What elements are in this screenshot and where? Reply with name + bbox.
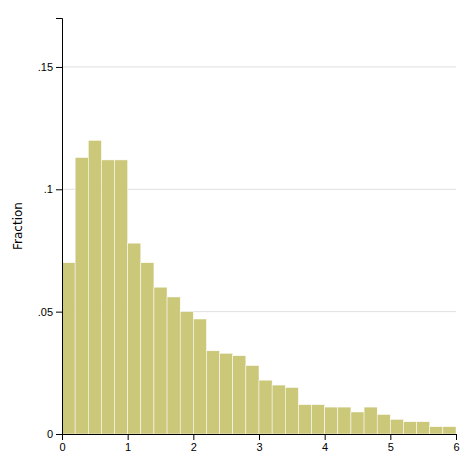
bar [62, 263, 75, 434]
tick-label: .1 [44, 183, 53, 195]
grid-line [62, 66, 456, 67]
tick-label: 0 [59, 441, 65, 453]
bar [351, 412, 364, 434]
y-tick: .1 [44, 183, 62, 195]
bar [298, 405, 311, 434]
tick-mark [56, 312, 62, 313]
x-tick: 4 [322, 434, 328, 453]
x-tick: 6 [453, 434, 459, 453]
tick-label: 5 [388, 441, 394, 453]
tick-mark [56, 189, 62, 190]
bar [154, 287, 167, 434]
bar [233, 356, 246, 434]
bar [390, 419, 403, 434]
bars [62, 140, 456, 434]
chart: 0 1 2 3 4 5 6 0 .05 .1 .15 Fraction [0, 0, 474, 474]
tick-mark [193, 434, 194, 440]
x-tick: 1 [125, 434, 131, 453]
bar [115, 160, 128, 434]
tick-label: .15 [38, 61, 53, 73]
y-tick: .15 [38, 61, 62, 73]
bar [141, 263, 154, 434]
bar [246, 365, 259, 434]
x-tick: 2 [191, 434, 197, 453]
bar [220, 353, 233, 434]
bar [101, 160, 114, 434]
bar [128, 243, 141, 434]
bar [430, 427, 443, 434]
x-tick: 3 [256, 434, 262, 453]
tick-mark [56, 434, 62, 435]
bar [206, 351, 219, 434]
tick-mark [56, 67, 62, 68]
axis-line [63, 435, 457, 441]
plot: 0 1 2 3 4 5 6 0 .05 .1 .15 [38, 19, 460, 453]
bar [285, 388, 298, 434]
tick-label: 6 [453, 441, 459, 453]
bar [312, 405, 325, 434]
bar [443, 427, 456, 434]
bar [88, 140, 101, 434]
tick-label: .05 [38, 306, 53, 318]
tick-label: 0 [47, 428, 53, 440]
tick-label: 1 [125, 441, 131, 453]
tick-mark [325, 434, 326, 440]
bar [180, 312, 193, 434]
tick-mark [128, 434, 129, 440]
grid [62, 67, 456, 434]
y-axis-title: Fraction [11, 202, 25, 250]
tick-mark [259, 434, 260, 440]
bar [259, 380, 272, 434]
bar [417, 422, 430, 434]
y-tick: .05 [38, 306, 62, 318]
x-tick: 5 [388, 434, 394, 453]
x-tick: 0 [59, 434, 65, 453]
bar [75, 157, 88, 434]
bar [377, 414, 390, 434]
bar [364, 407, 377, 434]
bar [338, 407, 351, 434]
bar [193, 319, 206, 434]
tick-label: 2 [191, 441, 197, 453]
bar [403, 422, 416, 434]
tick-mark [390, 434, 391, 440]
bar [167, 297, 180, 434]
bar [272, 385, 285, 434]
x-axis: 0 1 2 3 4 5 6 [59, 434, 459, 453]
tick-label: 3 [256, 441, 262, 453]
tick-mark [456, 434, 457, 440]
axis-line [56, 19, 63, 435]
tick-label: 4 [322, 441, 328, 453]
y-axis: 0 .05 .1 .15 [38, 19, 63, 441]
y-tick: 0 [47, 428, 62, 440]
bar [325, 407, 338, 434]
